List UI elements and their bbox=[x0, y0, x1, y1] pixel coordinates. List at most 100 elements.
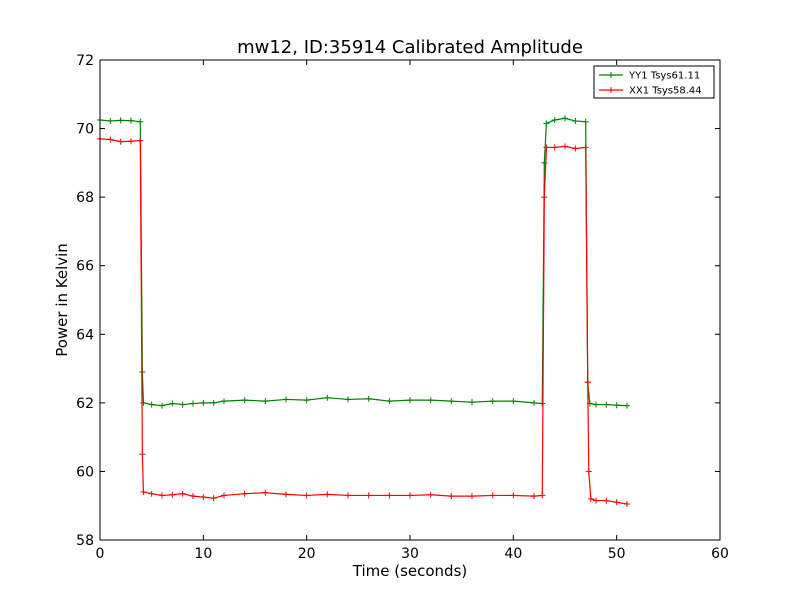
data-point bbox=[169, 400, 176, 407]
y-tick-label: 60 bbox=[76, 464, 94, 480]
data-point bbox=[510, 398, 517, 405]
y-tick-label: 70 bbox=[76, 122, 94, 138]
data-point bbox=[117, 138, 124, 145]
legend-label: YY1 Tsys61.11 bbox=[628, 71, 700, 82]
data-point bbox=[262, 489, 269, 496]
series-1 bbox=[97, 135, 630, 507]
x-tick-label: 50 bbox=[608, 546, 626, 562]
data-point bbox=[179, 490, 186, 497]
series-layer bbox=[97, 115, 630, 507]
data-point bbox=[613, 499, 620, 506]
data-point bbox=[128, 117, 134, 124]
data-point bbox=[613, 402, 620, 409]
data-point bbox=[510, 492, 517, 499]
data-point bbox=[221, 492, 227, 499]
data-point bbox=[190, 493, 196, 500]
data-point bbox=[587, 495, 594, 502]
plot-area bbox=[100, 60, 720, 540]
data-point bbox=[539, 492, 546, 499]
data-point bbox=[603, 497, 610, 504]
data-point bbox=[137, 137, 144, 144]
data-point bbox=[584, 379, 591, 386]
data-point bbox=[593, 401, 599, 408]
y-tick-label: 72 bbox=[76, 53, 94, 69]
data-point bbox=[489, 398, 496, 405]
data-point bbox=[221, 398, 227, 405]
data-point bbox=[107, 118, 114, 125]
data-point bbox=[241, 397, 248, 404]
data-point bbox=[324, 491, 331, 498]
data-point bbox=[148, 490, 155, 497]
y-tick-label: 62 bbox=[76, 396, 94, 412]
data-point bbox=[543, 144, 550, 151]
data-point bbox=[303, 492, 310, 499]
legend: YY1 Tsys61.11 XX1 Tsys58.44 bbox=[593, 65, 715, 99]
data-point bbox=[531, 399, 537, 406]
data-point bbox=[531, 493, 537, 500]
data-point bbox=[407, 492, 413, 499]
x-tick-label: 10 bbox=[194, 546, 212, 562]
data-point bbox=[624, 501, 630, 507]
data-point bbox=[551, 117, 558, 123]
data-point bbox=[562, 143, 568, 150]
data-point bbox=[169, 491, 176, 498]
data-point bbox=[159, 402, 165, 409]
data-point bbox=[585, 468, 592, 475]
data-point bbox=[572, 145, 579, 152]
data-point bbox=[262, 398, 269, 405]
data-point bbox=[210, 399, 217, 406]
data-point bbox=[345, 492, 351, 499]
data-point bbox=[117, 117, 124, 124]
data-point bbox=[427, 491, 434, 498]
data-point bbox=[324, 394, 331, 401]
x-tick-label: 0 bbox=[96, 546, 105, 562]
data-point bbox=[137, 118, 144, 125]
data-point bbox=[303, 397, 310, 404]
y-tick-label: 66 bbox=[76, 259, 94, 275]
data-point bbox=[200, 494, 207, 501]
legend-swatch-marker bbox=[608, 72, 614, 78]
data-point bbox=[572, 118, 579, 125]
data-point bbox=[624, 402, 630, 409]
x-tick-label: 40 bbox=[504, 546, 522, 562]
x-tick-label: 60 bbox=[711, 546, 729, 562]
data-point bbox=[283, 396, 289, 403]
data-point bbox=[469, 493, 475, 500]
legend-swatch-marker bbox=[608, 87, 614, 93]
x-axis-label: Time (seconds) bbox=[352, 562, 468, 580]
data-point bbox=[562, 115, 568, 122]
data-point bbox=[210, 495, 217, 502]
data-point bbox=[128, 138, 134, 145]
data-point bbox=[283, 491, 289, 498]
data-point bbox=[140, 399, 147, 406]
data-point bbox=[448, 398, 455, 405]
data-point bbox=[551, 144, 558, 151]
data-point bbox=[541, 194, 548, 201]
data-point bbox=[148, 401, 155, 408]
data-point bbox=[179, 401, 186, 408]
data-point bbox=[140, 489, 147, 495]
series-0 bbox=[97, 115, 630, 409]
x-tick-label: 30 bbox=[401, 546, 419, 562]
data-point bbox=[582, 144, 589, 151]
x-tick-label: 20 bbox=[298, 546, 316, 562]
data-point bbox=[543, 120, 550, 127]
data-point bbox=[365, 395, 372, 402]
y-tick-label: 58 bbox=[76, 533, 94, 549]
y-tick-label: 68 bbox=[76, 190, 94, 206]
data-point bbox=[603, 401, 610, 408]
data-point bbox=[345, 396, 351, 403]
data-point bbox=[190, 400, 196, 407]
data-point bbox=[241, 490, 248, 497]
ticks-layer: 0 10 20 30 40 50 60 58 60 62 64 66 68 70 72 bbox=[76, 53, 729, 562]
legend-box bbox=[593, 65, 715, 99]
data-point bbox=[386, 492, 393, 499]
data-point bbox=[365, 492, 372, 499]
data-point bbox=[139, 451, 146, 458]
data-point bbox=[407, 397, 413, 404]
data-point bbox=[159, 492, 165, 499]
data-point bbox=[427, 397, 434, 404]
data-point bbox=[469, 399, 475, 406]
data-point bbox=[448, 493, 455, 500]
